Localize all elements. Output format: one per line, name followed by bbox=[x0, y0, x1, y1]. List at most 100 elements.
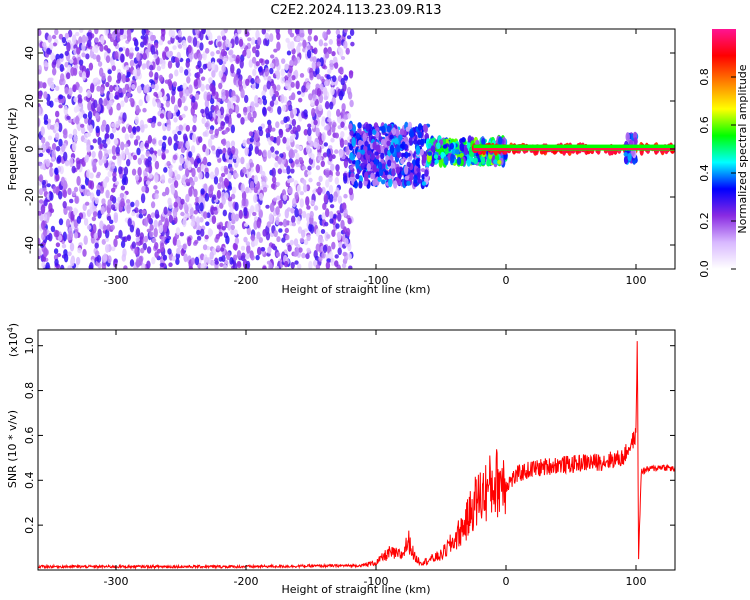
heatmap-cell bbox=[223, 129, 229, 134]
heatmap-cell bbox=[202, 244, 208, 251]
heatmap-cell bbox=[72, 141, 77, 152]
heatmap-cell bbox=[75, 115, 80, 125]
heatmap-cell bbox=[331, 124, 336, 133]
heatmap-cell bbox=[340, 219, 345, 230]
heatmap-cell bbox=[424, 169, 429, 177]
heatmap-cell bbox=[258, 98, 263, 105]
heatmap-cell bbox=[143, 235, 149, 243]
heatmap-cell bbox=[240, 117, 245, 125]
heatmap-cell bbox=[126, 92, 131, 98]
heatmap-cell bbox=[141, 209, 146, 214]
heatmap-cell bbox=[197, 79, 202, 88]
heatmap-cell bbox=[125, 77, 130, 83]
heatmap-cell bbox=[274, 162, 279, 168]
heatmap-cell bbox=[66, 42, 71, 52]
heatmap-cell bbox=[149, 64, 154, 71]
heatmap-cell bbox=[276, 236, 281, 243]
heatmap-cell bbox=[166, 160, 171, 167]
heatmap-cell bbox=[268, 262, 273, 269]
heatmap-cell bbox=[295, 152, 300, 161]
heatmap-cell bbox=[161, 191, 167, 197]
heatmap-cell bbox=[126, 71, 131, 78]
heatmap-cell bbox=[106, 138, 111, 145]
heatmap-cell bbox=[154, 242, 159, 250]
heatmap-cell bbox=[161, 154, 166, 160]
heatmap-cell bbox=[110, 224, 115, 231]
heatmap-cell bbox=[345, 145, 350, 156]
heatmap-cell bbox=[415, 158, 420, 167]
heatmap-cell bbox=[120, 141, 125, 151]
heatmap-cell bbox=[38, 188, 44, 196]
heatmap-cell bbox=[261, 95, 267, 101]
colorbar-tick-label: 0.8 bbox=[698, 68, 711, 86]
heatmap-cell bbox=[106, 215, 112, 221]
heatmap-cell bbox=[291, 75, 296, 81]
heatmap-cell bbox=[105, 124, 110, 134]
heatmap-cell bbox=[202, 50, 207, 61]
heatmap-cell bbox=[419, 148, 424, 156]
heatmap-cell bbox=[137, 157, 142, 165]
heatmap-cell bbox=[323, 193, 328, 204]
heatmap-cell bbox=[64, 87, 69, 95]
heatmap-cell bbox=[306, 234, 311, 241]
heatmap-cell bbox=[257, 246, 262, 256]
heatmap-cell bbox=[58, 138, 63, 147]
heatmap-cell bbox=[173, 180, 179, 189]
heatmap-cell bbox=[241, 198, 246, 207]
heatmap-cell bbox=[321, 212, 326, 221]
heatmap-cell bbox=[66, 72, 71, 80]
heatmap-cell bbox=[254, 102, 259, 108]
heatmap-cell bbox=[301, 165, 307, 171]
heatmap-cell bbox=[221, 88, 226, 98]
heatmap-cell bbox=[70, 258, 75, 267]
heatmap-cell bbox=[49, 167, 54, 177]
heatmap-cell bbox=[100, 35, 105, 45]
heatmap-cell bbox=[53, 248, 59, 255]
heatmap-cell bbox=[258, 126, 263, 132]
heatmap-cell bbox=[301, 229, 306, 238]
heatmap-cell bbox=[49, 208, 55, 214]
heatmap-cell bbox=[140, 124, 145, 133]
heatmap-cell bbox=[271, 127, 276, 132]
heatmap-cell bbox=[294, 191, 299, 200]
heatmap-cell bbox=[313, 141, 318, 148]
heatmap-cell bbox=[38, 117, 41, 127]
heatmap-cell bbox=[119, 29, 124, 35]
heatmap-cell bbox=[224, 167, 229, 175]
heatmap-cell bbox=[355, 173, 360, 180]
heatmap-cell bbox=[267, 123, 272, 133]
heatmap-cell bbox=[302, 179, 307, 185]
heatmap-cell bbox=[338, 66, 344, 73]
heatmap-cell bbox=[96, 171, 102, 177]
heatmap-cell bbox=[150, 45, 156, 55]
heatmap-cell bbox=[156, 65, 162, 71]
heatmap-cell bbox=[318, 175, 323, 182]
heatmap-cell bbox=[191, 133, 197, 143]
heatmap-cell bbox=[62, 151, 68, 162]
heatmap-cell bbox=[395, 128, 400, 137]
heatmap-cell bbox=[329, 204, 335, 209]
heatmap-cell bbox=[42, 213, 48, 221]
heatmap-cell bbox=[135, 228, 141, 237]
heatmap-cell bbox=[192, 115, 197, 124]
heatmap-cell bbox=[142, 63, 147, 68]
heatmap-cell bbox=[99, 87, 105, 95]
heatmap-cell bbox=[64, 161, 70, 167]
heatmap-cell bbox=[97, 136, 102, 146]
heatmap-cell bbox=[436, 142, 441, 150]
heatmap-cell bbox=[254, 203, 259, 213]
heatmap-cell bbox=[137, 85, 142, 94]
heatmap-cell bbox=[293, 238, 299, 247]
heatmap-cell bbox=[159, 113, 165, 119]
heatmap-cell bbox=[234, 201, 239, 212]
heatmap-cell bbox=[276, 32, 281, 41]
heatmap-cell bbox=[173, 104, 179, 113]
y-tick-label: 0.2 bbox=[23, 516, 36, 534]
heatmap-cell bbox=[56, 156, 61, 163]
heatmap-cell bbox=[313, 119, 318, 126]
heatmap-cell bbox=[120, 53, 125, 63]
heatmap-cell bbox=[66, 115, 71, 120]
heatmap-cell bbox=[300, 32, 305, 38]
heatmap-cell bbox=[103, 98, 108, 107]
